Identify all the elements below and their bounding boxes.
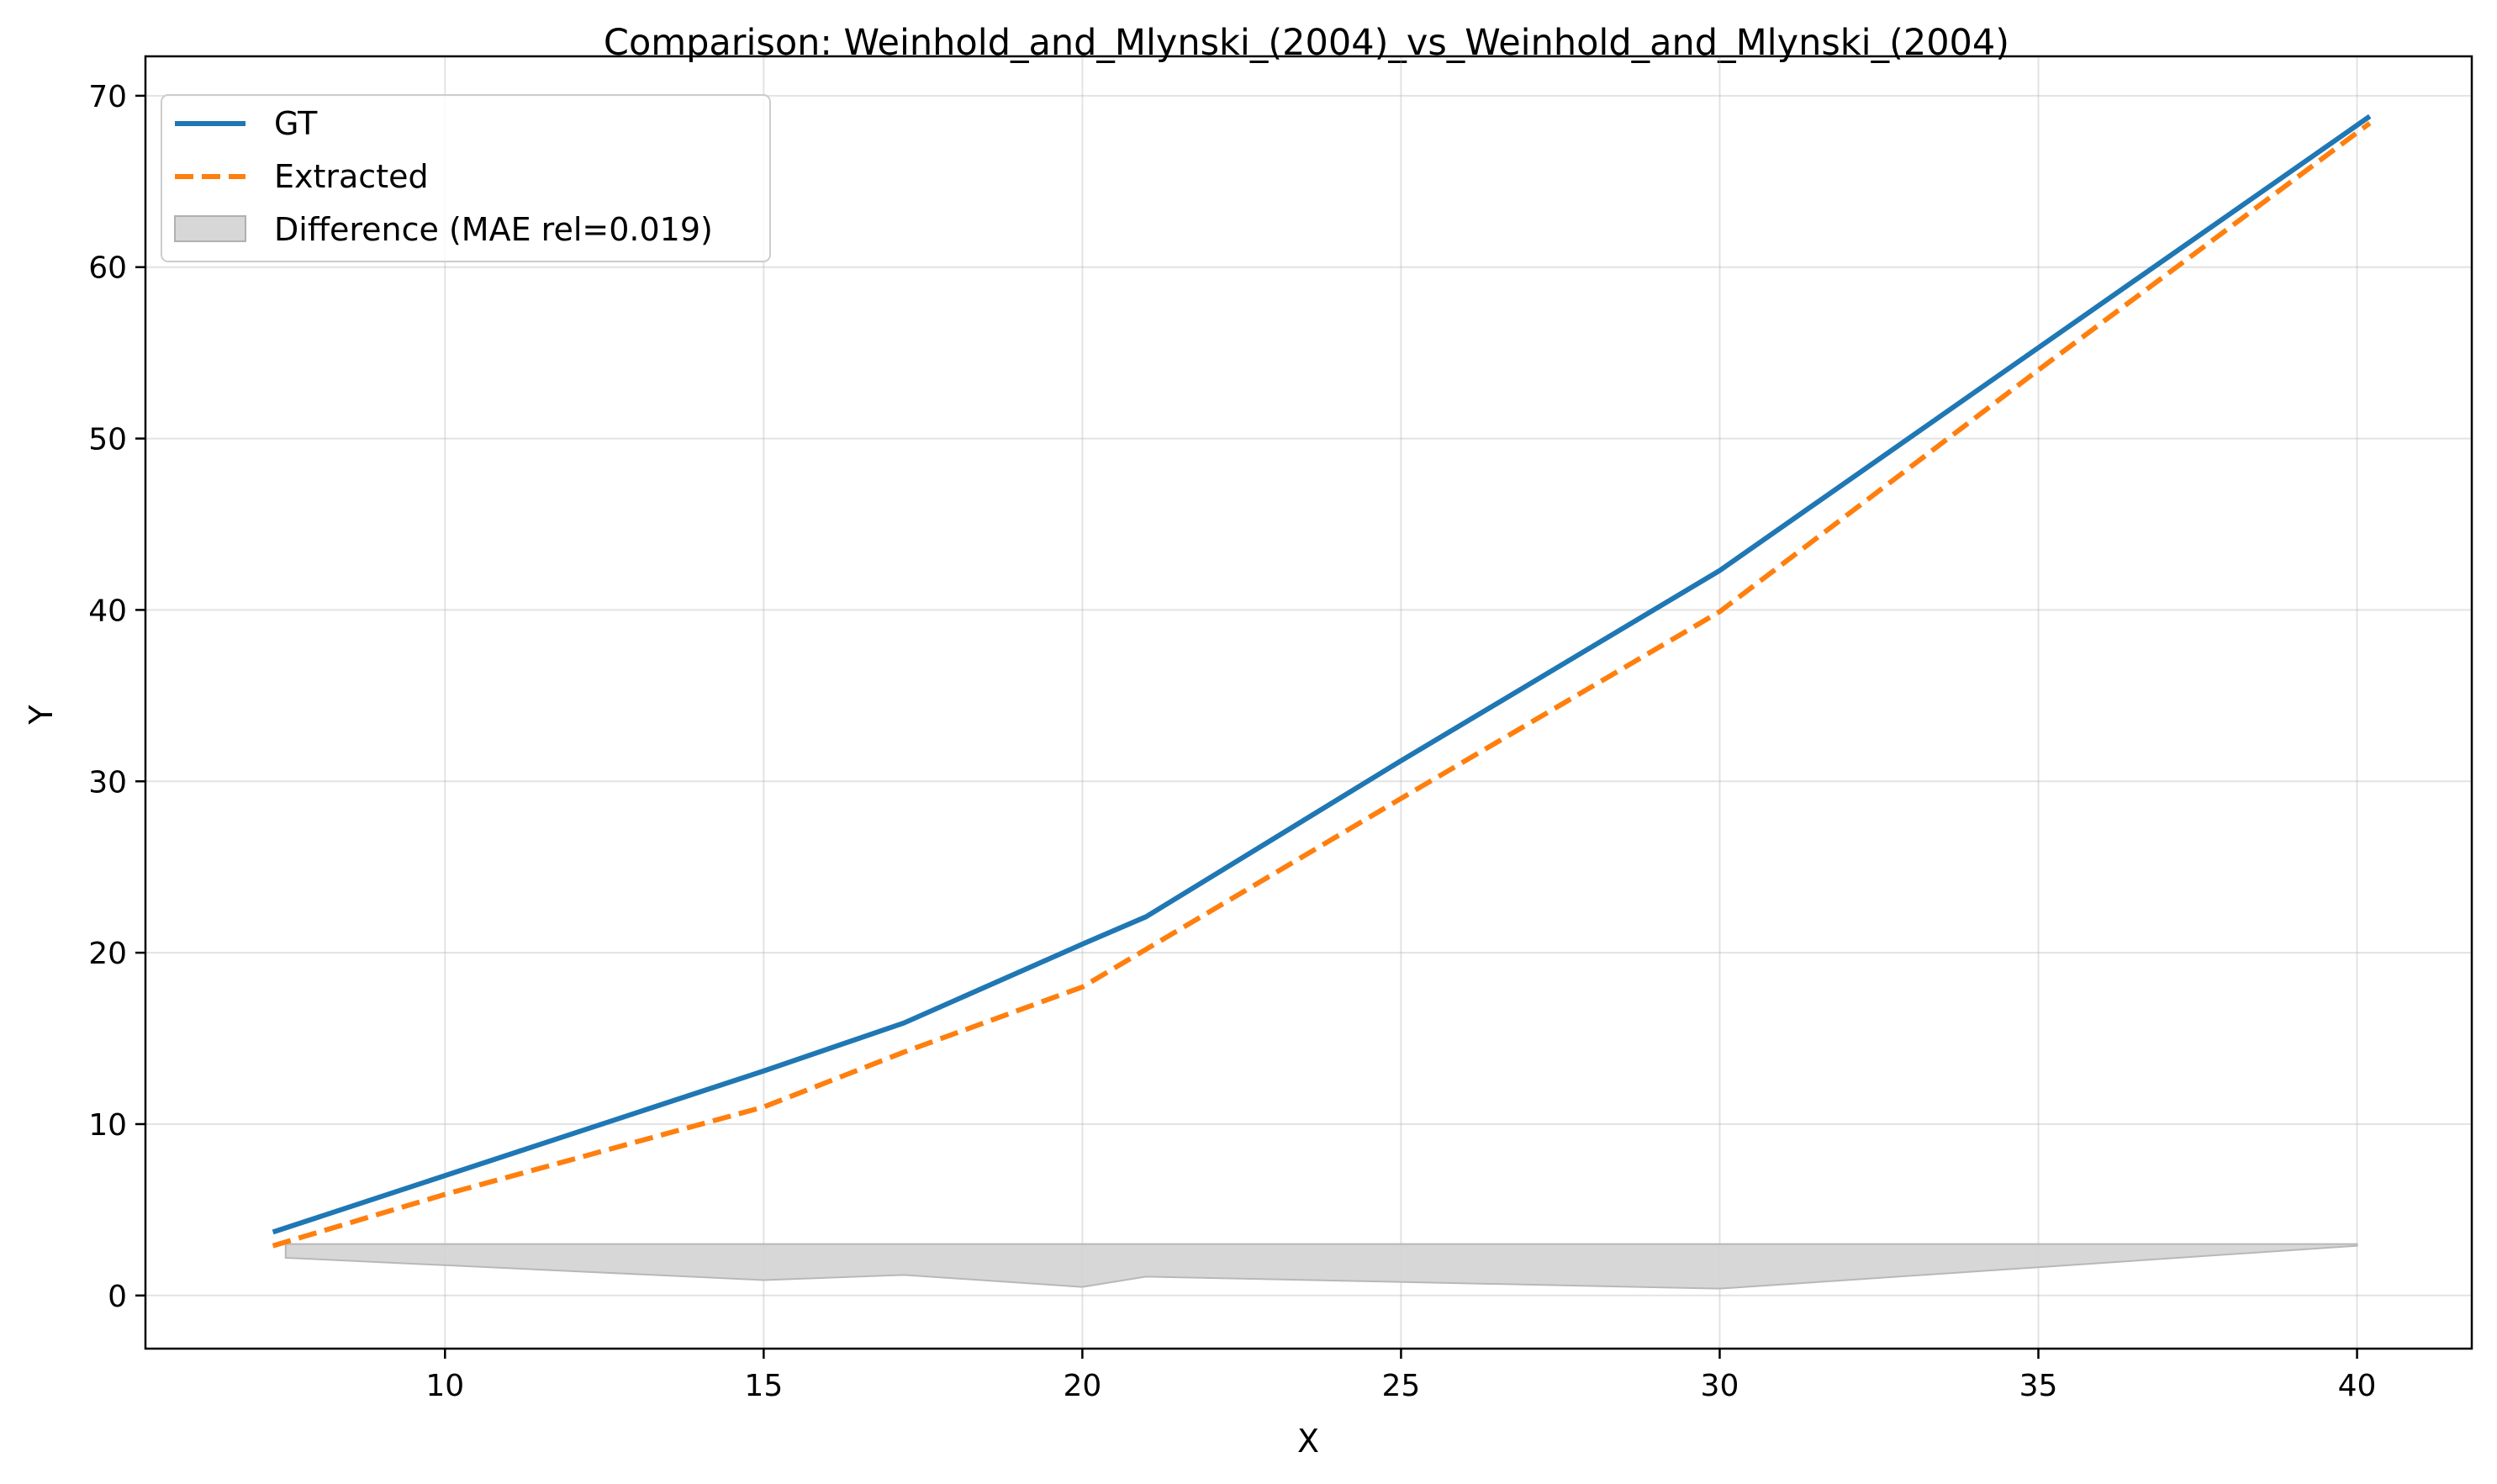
- x-tick-label: 30: [1701, 1369, 1739, 1403]
- y-tick-label: 10: [88, 1108, 127, 1143]
- x-tick-label: 10: [425, 1369, 464, 1403]
- y-tick-label: 0: [108, 1280, 127, 1314]
- series-line-extracted: [272, 121, 2372, 1249]
- y-tick-label: 40: [88, 594, 127, 628]
- x-tick-label: 35: [2019, 1369, 2058, 1403]
- x-axis-label: X: [1297, 1423, 1319, 1460]
- legend-difference-swatch: [174, 215, 246, 242]
- x-tick-label: 20: [1063, 1369, 1101, 1403]
- series-line-gt: [272, 114, 2372, 1235]
- series-lines: [272, 114, 2372, 1249]
- y-tick-label: 30: [88, 765, 127, 800]
- plot-area-border: [144, 55, 2473, 1350]
- y-tick-label: 20: [88, 937, 127, 971]
- grid-lines: [145, 56, 2472, 1349]
- legend-box: [161, 94, 771, 262]
- legend-difference-label: Difference (MAE rel=0.019): [274, 211, 713, 248]
- x-tick-label: 15: [744, 1369, 783, 1403]
- x-tick-label: 40: [2338, 1369, 2377, 1403]
- y-axis-label: Y: [23, 705, 60, 726]
- difference-area: [284, 1243, 2358, 1290]
- chart-title: Comparison: Weinhold_and_Mlynski_(2004)_…: [604, 22, 2009, 64]
- y-tick-label: 60: [88, 251, 127, 286]
- y-tick-label: 50: [88, 423, 127, 457]
- difference-area-layer: [284, 1243, 2358, 1290]
- x-tick-label: 25: [1382, 1369, 1421, 1403]
- legend-gt-label: GT: [274, 105, 318, 142]
- y-tick-label: 70: [88, 80, 127, 114]
- legend-extracted-label: Extracted: [274, 158, 429, 195]
- legend: GT Extracted Difference (MAE rel=0.019): [161, 94, 771, 262]
- axis-ticks: 10 15 20 25 30 35 40 0 10 20 30 40 50 60 70: [88, 80, 2376, 1403]
